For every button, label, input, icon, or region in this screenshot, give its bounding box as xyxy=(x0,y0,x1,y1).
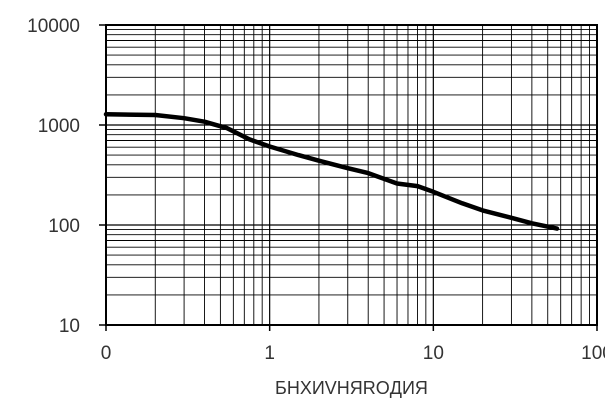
y-tick-label: 100 xyxy=(48,216,80,237)
x-tick-label: 0 xyxy=(101,343,112,364)
plot-frame xyxy=(105,24,598,326)
x-tick-label: 100 xyxy=(581,343,605,364)
x-axis-label: БНХИVНЯROДИЯ xyxy=(275,378,428,398)
series-line xyxy=(103,112,560,231)
grid xyxy=(106,25,597,325)
x-tick-label: 10 xyxy=(423,343,444,364)
x-tick-label: 1 xyxy=(264,343,275,364)
series-layer xyxy=(103,112,560,231)
y-tick-label: 10 xyxy=(59,316,80,337)
y-tick-label: 10000 xyxy=(27,16,80,37)
y-tick-label: 1000 xyxy=(38,116,80,137)
tick-labels: 0 1 10 100 10 100 1000 10000 xyxy=(27,16,605,364)
